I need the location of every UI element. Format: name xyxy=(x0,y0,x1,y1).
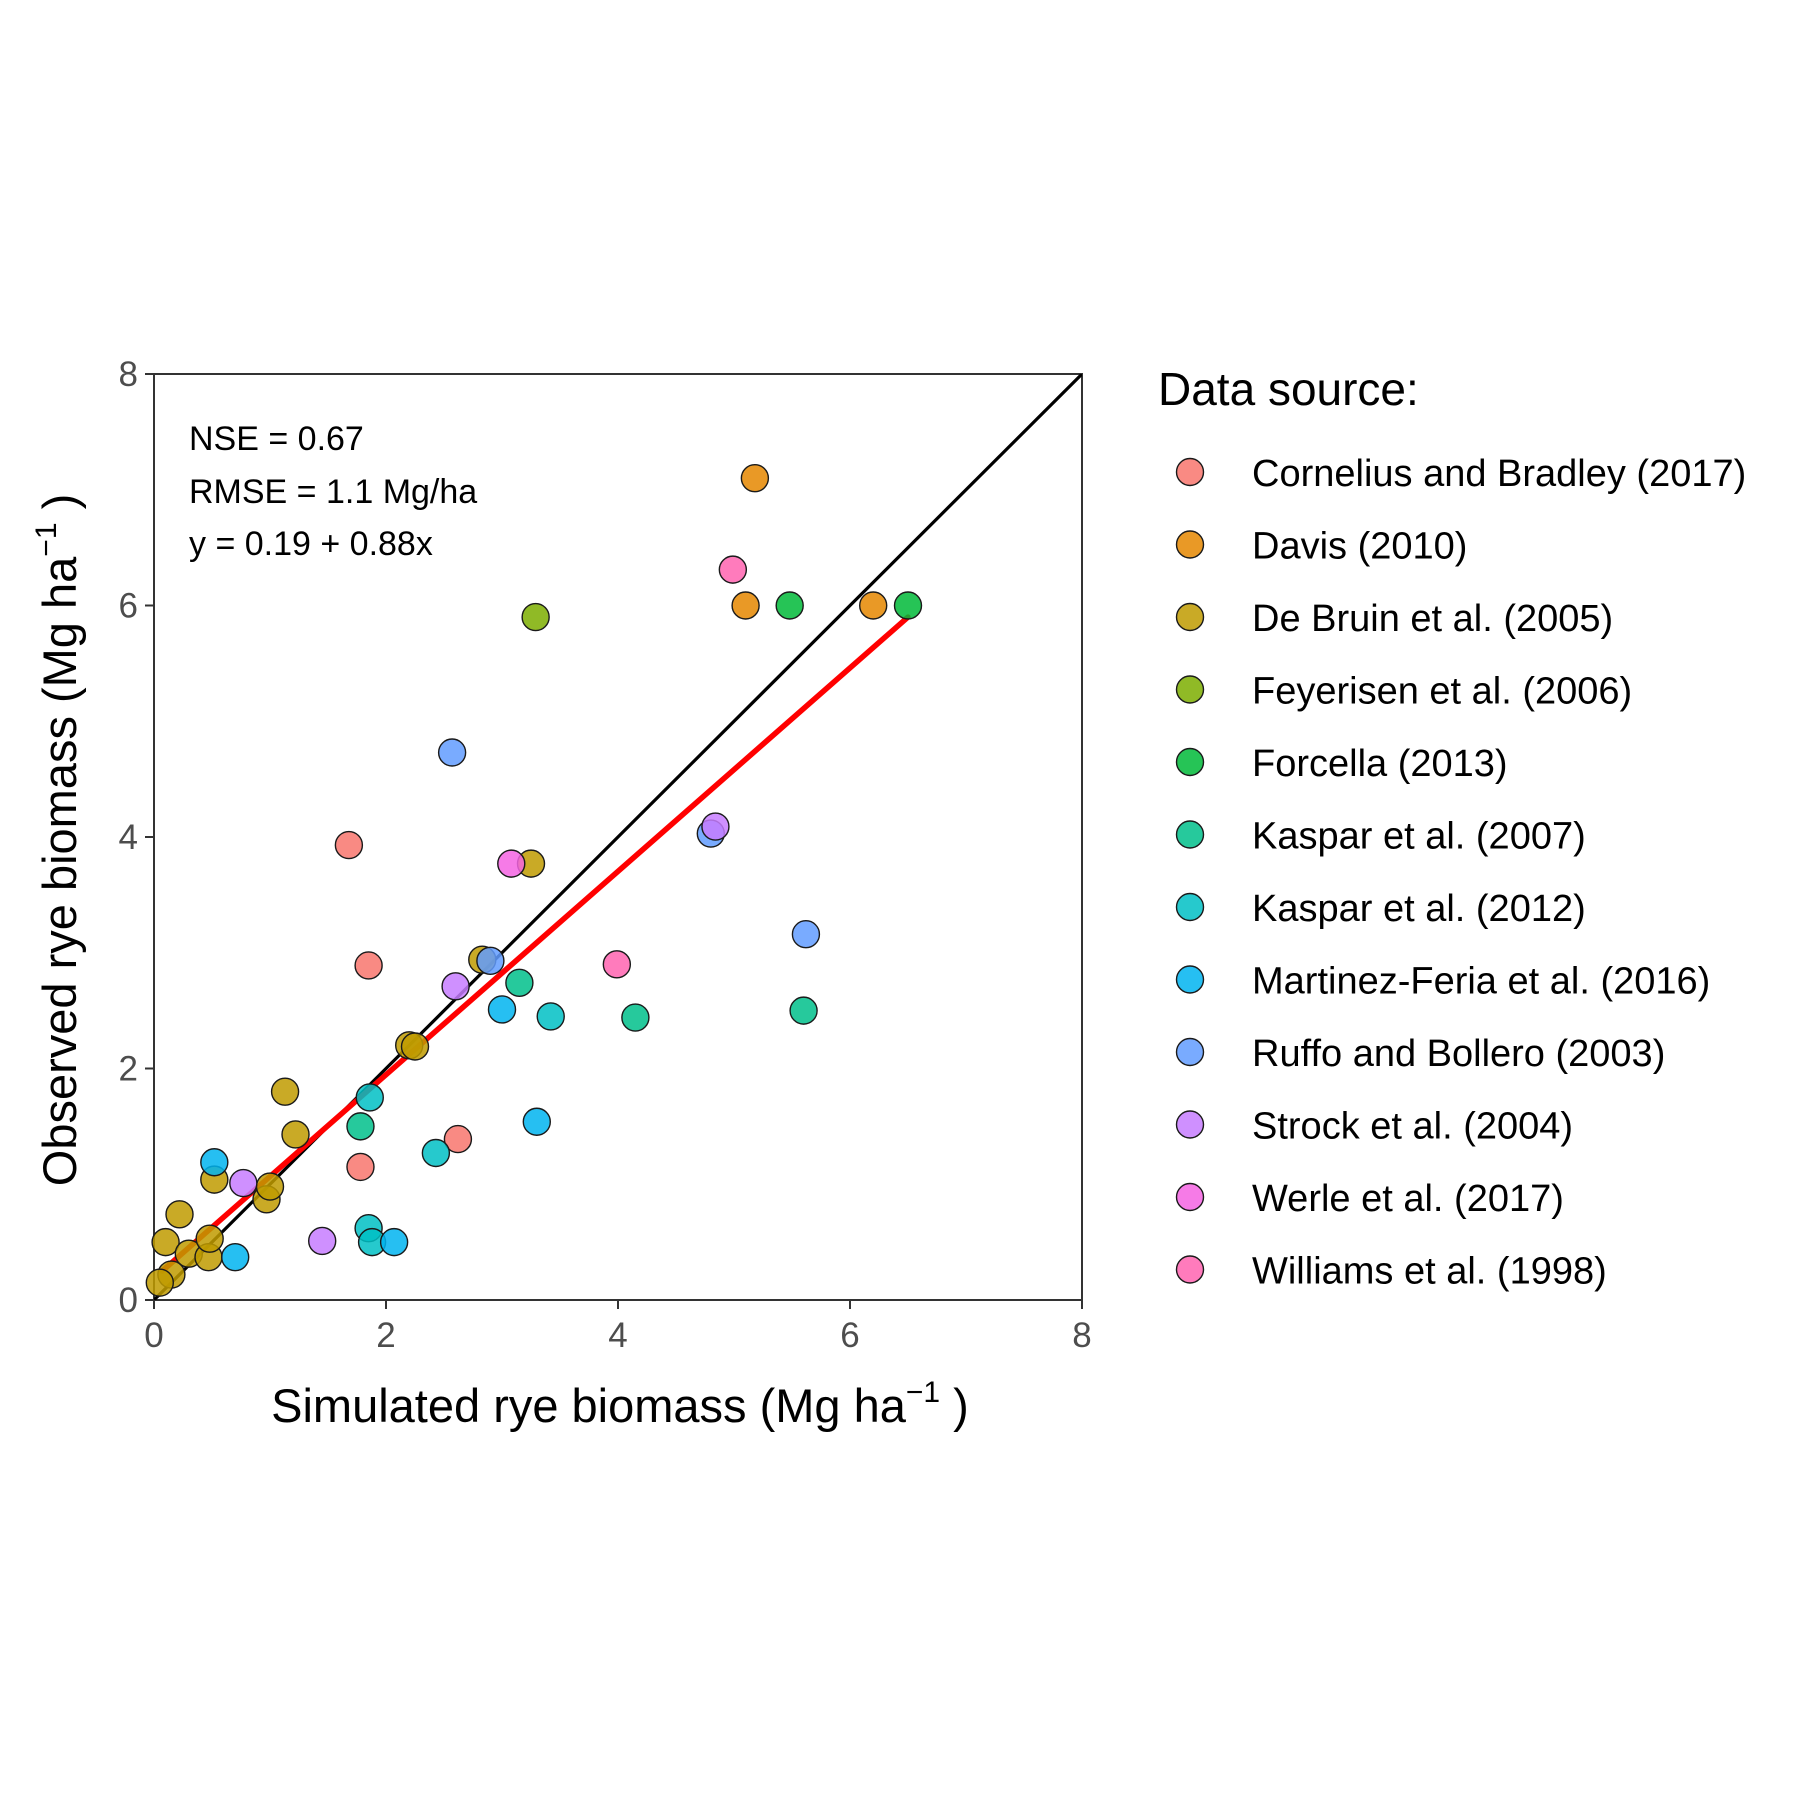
data-point xyxy=(281,1120,310,1149)
x-tick-label: 6 xyxy=(840,1316,859,1355)
data-point xyxy=(789,996,818,1025)
data-point xyxy=(400,1032,430,1061)
y-axis-title-main: Observed rye biomass (Mg ha xyxy=(33,556,86,1186)
legend-key xyxy=(1175,1110,1205,1139)
data-point xyxy=(334,830,364,860)
data-point xyxy=(379,1227,409,1257)
data-point xyxy=(487,995,517,1024)
data-point xyxy=(220,1242,250,1272)
data-point xyxy=(731,591,760,620)
legend-title: Data source: xyxy=(1158,363,1419,415)
x-tick-label: 0 xyxy=(144,1316,163,1355)
y-axis-title-superscript: −1 xyxy=(30,522,63,556)
data-point xyxy=(195,1224,224,1253)
data-point xyxy=(476,946,505,976)
data-point xyxy=(421,1138,451,1168)
x-axis-title: Simulated rye biomass (Mg ha−1 ) xyxy=(271,1376,969,1432)
annotation-rmse: RMSE = 1.1 Mg/ha xyxy=(189,473,477,511)
x-tick-label: 8 xyxy=(1072,1316,1091,1355)
data-point xyxy=(200,1148,229,1177)
legend-label: Martinez-Feria et al. (2016) xyxy=(1252,961,1710,1003)
data-point xyxy=(536,1002,565,1031)
legend: Cornelius and Bradley (2017) Davis (2010)… xyxy=(1175,453,1746,1293)
y-axis-title: Observed rye biomass (Mg ha−1 ) xyxy=(30,494,86,1186)
y-tick-label: 2 xyxy=(119,1050,138,1089)
legend-key xyxy=(1175,602,1205,632)
data-point xyxy=(621,1003,650,1032)
data-point xyxy=(255,1172,285,1201)
legend-label: Williams et al. (1998) xyxy=(1252,1251,1607,1293)
data-point xyxy=(165,1200,194,1229)
annotation-nse: NSE = 0.67 xyxy=(189,420,364,458)
data-point xyxy=(354,951,383,980)
x-axis-title-superscript: −1 xyxy=(906,1376,940,1409)
legend-label: Forcella (2013) xyxy=(1252,743,1508,785)
legend-label: Werle et al. (2017) xyxy=(1252,1178,1564,1220)
x-axis-title-close: ) xyxy=(940,1379,969,1432)
legend-key xyxy=(1175,675,1205,704)
data-point xyxy=(151,1227,180,1257)
data-point xyxy=(308,1226,337,1256)
reference-lines xyxy=(154,374,1082,1300)
data-point xyxy=(441,972,470,1001)
y-axis-title-close: ) xyxy=(33,494,86,523)
y-tick-label: 6 xyxy=(119,587,138,626)
regression-line xyxy=(159,614,911,1274)
y-tick-label: 0 xyxy=(119,1281,138,1320)
one-to-one-line xyxy=(154,374,1082,1300)
legend-label: Feyerisen et al. (2006) xyxy=(1252,671,1632,713)
data-point xyxy=(229,1168,258,1198)
legend-key xyxy=(1175,820,1205,849)
legend-label: Kaspar et al. (2012) xyxy=(1252,888,1586,930)
data-point xyxy=(437,738,467,767)
data-point xyxy=(718,555,748,584)
data-point xyxy=(346,1152,375,1182)
data-points xyxy=(145,463,923,1297)
data-point xyxy=(893,591,923,620)
annotation-equation: y = 0.19 + 0.88x xyxy=(189,525,433,563)
legend-key xyxy=(1175,530,1205,559)
y-tick-label: 4 xyxy=(119,818,138,857)
x-tick-label: 2 xyxy=(376,1316,395,1355)
legend-key xyxy=(1175,457,1205,487)
data-point xyxy=(346,1112,375,1141)
data-point xyxy=(775,591,804,620)
data-point xyxy=(791,920,821,949)
data-point xyxy=(859,591,888,620)
data-point xyxy=(497,849,526,878)
data-point xyxy=(270,1077,300,1106)
legend-label: Strock et al. (2004) xyxy=(1252,1106,1573,1148)
legend-key xyxy=(1175,1037,1205,1067)
legend-key xyxy=(1175,892,1205,922)
data-point xyxy=(701,812,730,841)
data-point xyxy=(443,1124,473,1154)
legend-key xyxy=(1175,1182,1205,1212)
y-tick-label: 8 xyxy=(119,355,138,394)
legend-key xyxy=(1175,965,1205,994)
legend-label: De Bruin et al. (2005) xyxy=(1252,598,1613,640)
chart-dynamic-layer: 0 2 4 6 8 0 2 4 6 8 Cornelius and Bradley (2017) Da… xyxy=(119,355,1747,1355)
legend-label: Cornelius and Bradley (2017) xyxy=(1252,453,1746,495)
data-point xyxy=(602,950,632,979)
legend-label: Ruffo and Bollero (2003) xyxy=(1252,1033,1665,1075)
legend-key xyxy=(1175,747,1205,777)
x-axis-title-main: Simulated rye biomass (Mg ha xyxy=(271,1379,907,1432)
data-point xyxy=(521,602,550,632)
data-point xyxy=(355,1083,384,1112)
data-point xyxy=(740,463,770,493)
legend-key xyxy=(1175,1255,1205,1284)
legend-label: Davis (2010) xyxy=(1252,526,1467,568)
legend-label: Kaspar et al. (2007) xyxy=(1252,816,1586,858)
data-point xyxy=(145,1268,175,1297)
data-point xyxy=(522,1107,551,1136)
data-point xyxy=(505,968,534,998)
x-tick-label: 4 xyxy=(608,1316,627,1355)
